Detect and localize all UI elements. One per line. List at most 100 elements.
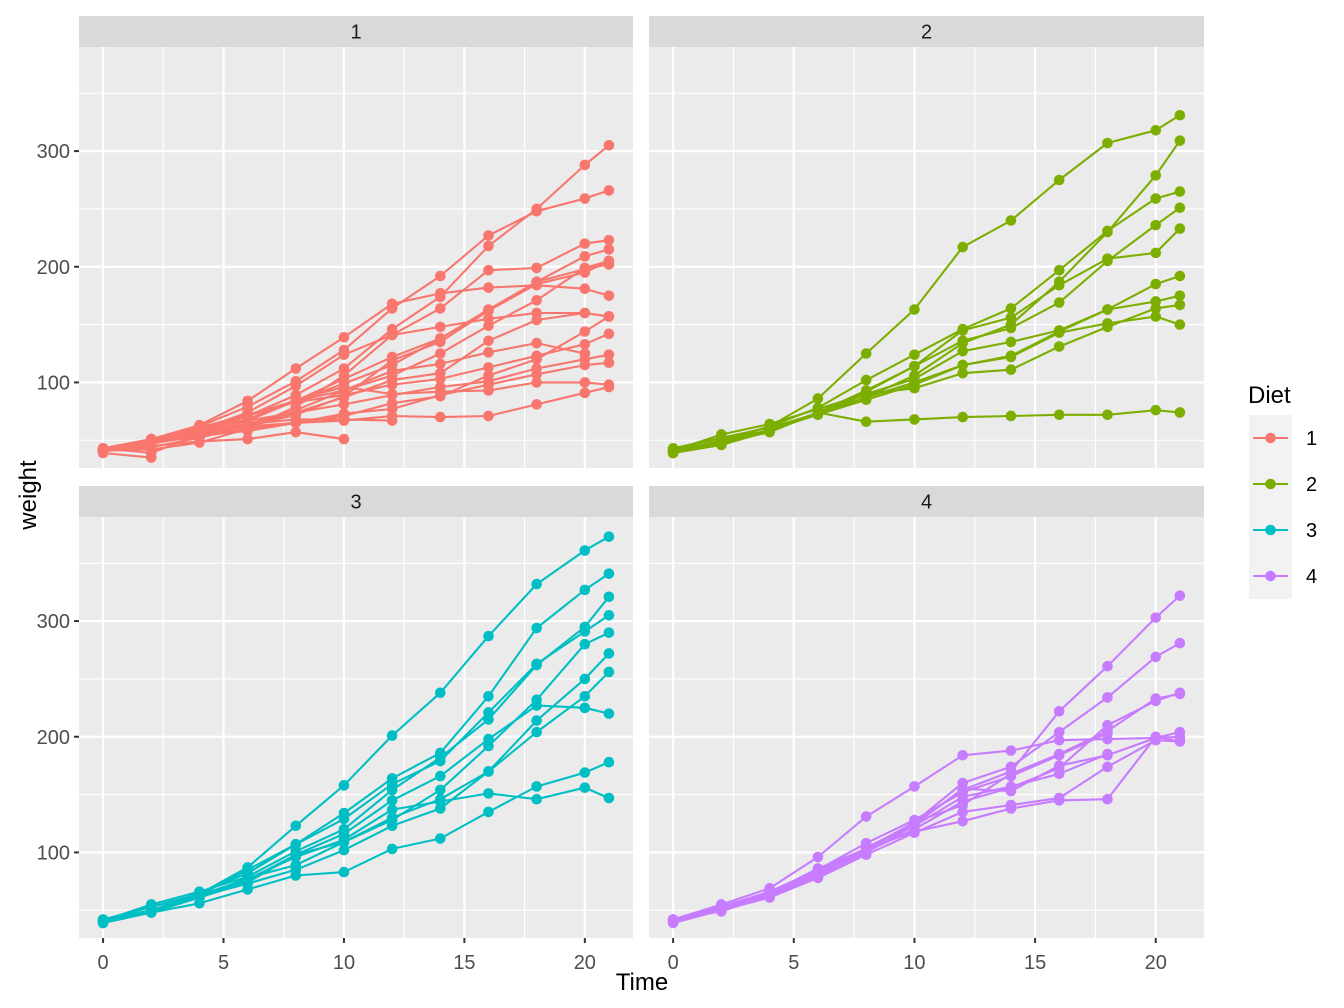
data-point	[483, 714, 494, 725]
data-point	[483, 630, 494, 642]
data-point	[1150, 170, 1162, 181]
data-point	[1174, 135, 1186, 146]
data-point	[1053, 726, 1065, 738]
data-point	[386, 843, 398, 855]
panel-background	[79, 517, 633, 938]
data-point	[579, 159, 591, 171]
data-point	[909, 349, 920, 360]
data-point	[1005, 303, 1017, 314]
data-point	[909, 304, 920, 315]
series-line-1-5	[103, 239, 610, 452]
data-point	[1174, 299, 1186, 311]
data-point	[1174, 109, 1186, 121]
data-point	[483, 264, 494, 276]
data-point	[483, 347, 494, 358]
data-point	[1174, 290, 1186, 301]
data-point	[435, 288, 446, 299]
data-point	[1174, 319, 1186, 330]
data-point	[531, 715, 542, 726]
data-point	[579, 621, 591, 633]
data-point	[909, 370, 920, 381]
data-point	[603, 666, 615, 678]
data-point	[603, 531, 615, 542]
data-point	[242, 433, 253, 445]
data-point	[194, 886, 205, 898]
data-point	[386, 323, 398, 335]
legend-key-point	[1265, 432, 1276, 444]
data-point	[435, 336, 446, 348]
data-point	[1102, 660, 1113, 672]
data-point	[531, 337, 542, 349]
data-point	[603, 708, 615, 719]
data-point	[1005, 768, 1017, 780]
series-line-3-10	[102, 596, 610, 922]
data-point	[1150, 124, 1162, 136]
data-point	[603, 610, 615, 621]
data-point	[531, 262, 542, 274]
data-point	[603, 311, 615, 322]
data-point	[1174, 202, 1186, 214]
facet-panel-2: 2	[649, 16, 1204, 468]
data-point	[435, 358, 446, 370]
y-tick-label: 100	[37, 842, 70, 864]
facet-strip	[79, 486, 633, 517]
data-point	[603, 591, 615, 603]
data-point	[1102, 304, 1113, 315]
data-point	[603, 234, 615, 246]
data-point	[579, 307, 591, 319]
data-point	[483, 240, 494, 252]
data-point	[386, 355, 398, 366]
data-point	[483, 230, 494, 241]
data-point	[1102, 253, 1113, 264]
data-point	[531, 353, 542, 365]
data-point	[1005, 319, 1017, 330]
data-point	[1005, 781, 1017, 792]
data-point	[1005, 799, 1017, 811]
data-point	[957, 749, 968, 761]
y-axis-title: weight	[15, 460, 42, 531]
data-point	[242, 401, 253, 413]
data-point	[1150, 296, 1162, 307]
data-point	[435, 793, 446, 805]
data-point	[531, 307, 542, 319]
data-point	[812, 851, 824, 863]
data-point	[531, 278, 542, 290]
data-point	[435, 833, 446, 844]
data-point	[860, 416, 872, 428]
data-point	[338, 836, 350, 848]
data-point	[603, 255, 615, 267]
data-point	[338, 332, 350, 343]
data-point	[531, 694, 542, 706]
legend-key-point	[1265, 570, 1276, 582]
data-point	[603, 627, 615, 638]
data-point	[579, 338, 591, 350]
data-point	[483, 410, 494, 422]
data-point	[603, 140, 615, 151]
data-point	[909, 781, 920, 792]
data-point	[1174, 186, 1186, 197]
data-point	[764, 424, 775, 436]
data-point	[1150, 693, 1162, 704]
data-point	[338, 866, 350, 878]
data-point	[1053, 409, 1065, 421]
data-point	[579, 238, 591, 249]
data-point	[290, 375, 302, 387]
data-point	[579, 326, 591, 337]
data-point	[386, 403, 398, 415]
data-point	[290, 363, 302, 374]
data-point	[435, 348, 446, 359]
facet-panels: 1 100 200 300 2 3 100 200 300 0 5 10 15 20 4 0 5 10 15 20	[37, 16, 1204, 974]
data-point	[957, 411, 968, 423]
data-point	[1174, 407, 1186, 418]
data-point	[1174, 637, 1186, 649]
data-point	[386, 773, 398, 784]
data-point	[603, 185, 615, 196]
data-point	[1150, 193, 1162, 204]
data-point	[338, 780, 350, 791]
data-point	[667, 444, 679, 455]
legend-title: Diet	[1248, 382, 1291, 409]
data-point	[338, 408, 350, 419]
data-point	[1005, 364, 1017, 375]
data-point	[386, 784, 398, 796]
data-point	[97, 445, 109, 456]
